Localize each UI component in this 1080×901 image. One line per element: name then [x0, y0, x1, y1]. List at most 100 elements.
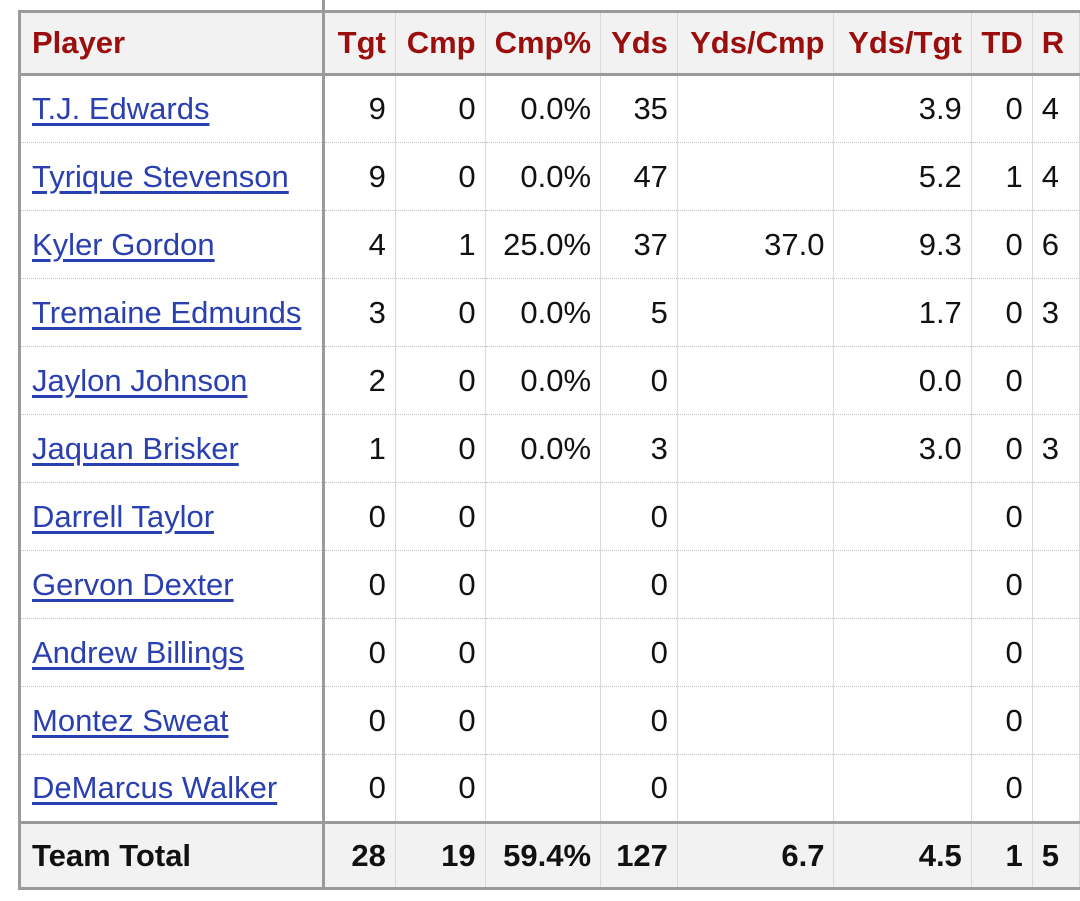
player-link[interactable]: Tremaine Edmunds [32, 294, 302, 330]
player-cell: Kyler Gordon [17, 210, 326, 279]
table-row: Andrew Billings 0 0 0 0 [17, 618, 1080, 687]
cell-tgt: 3 [323, 278, 396, 347]
player-cell: T.J. Edwards [17, 74, 326, 143]
cell-yds-tgt: 3.0 [833, 414, 972, 483]
cell-td: 1 [970, 142, 1033, 211]
cell-cmp-pct [484, 482, 602, 551]
table-row: Kyler Gordon 4 1 25.0% 37 37.0 9.3 0 6 [17, 210, 1080, 279]
cell-cmp: 1 [394, 210, 486, 279]
cell-cmp-pct: 0.0% [484, 346, 602, 415]
player-link[interactable]: Andrew Billings [32, 634, 244, 670]
cell-td: 0 [970, 550, 1033, 619]
column-header-yds[interactable]: Yds [600, 10, 678, 76]
cell-yds-cmp [676, 74, 835, 143]
cell-cmp: 0 [394, 74, 486, 143]
table-row: T.J. Edwards 9 0 0.0% 35 3.9 0 4 [17, 74, 1080, 143]
player-cell: Tremaine Edmunds [17, 278, 326, 347]
cell-td: 0 [970, 482, 1033, 551]
cell-yds-tgt [833, 550, 972, 619]
player-link[interactable]: Darrell Taylor [32, 498, 215, 534]
cell-tgt: 0 [323, 686, 396, 755]
cell-yds-tgt [833, 686, 972, 755]
player-link[interactable]: Jaylon Johnson [32, 362, 248, 398]
cell-yds: 37 [600, 210, 678, 279]
cell-extra [1031, 686, 1080, 755]
player-link[interactable]: Montez Sweat [32, 702, 229, 738]
player-cell: Jaylon Johnson [17, 346, 326, 415]
column-header-yds-tgt[interactable]: Yds/Tgt [833, 10, 972, 76]
cell-yds-tgt: 3.9 [833, 74, 972, 143]
column-header-td[interactable]: TD [970, 10, 1033, 76]
cell-yds-cmp [676, 550, 835, 619]
column-header-player[interactable]: Player [17, 10, 326, 76]
cell-cmp: 0 [394, 754, 486, 823]
player-cell: Darrell Taylor [17, 482, 326, 551]
player-link[interactable]: Gervon Dexter [32, 566, 234, 602]
cell-cmp: 0 [394, 686, 486, 755]
column-header-extra[interactable]: R [1031, 10, 1080, 76]
cell-yds-cmp [676, 482, 835, 551]
team-total-row: Team Total 28 19 59.4% 127 6.7 4.5 1 5 [17, 821, 1080, 890]
cell-tgt: 1 [323, 414, 396, 483]
total-yds-cmp: 6.7 [676, 821, 835, 890]
player-link[interactable]: DeMarcus Walker [32, 770, 278, 805]
cell-tgt: 2 [323, 346, 396, 415]
total-yds: 127 [600, 821, 678, 890]
cell-extra: 6 [1031, 210, 1080, 279]
table-row: Gervon Dexter 0 0 0 0 [17, 550, 1080, 619]
player-cell: Andrew Billings [17, 618, 326, 687]
cell-tgt: 0 [323, 754, 396, 823]
cell-td: 0 [970, 686, 1033, 755]
cell-cmp-pct [484, 550, 602, 619]
team-total-label: Team Total [17, 821, 326, 890]
player-cell: Gervon Dexter [17, 550, 326, 619]
cell-cmp-pct [484, 754, 602, 823]
cell-yds: 3 [600, 414, 678, 483]
cell-yds-tgt [833, 618, 972, 687]
cell-yds: 0 [600, 482, 678, 551]
cell-yds-cmp: 37.0 [676, 210, 835, 279]
cell-cmp: 0 [394, 278, 486, 347]
column-header-cmp[interactable]: Cmp [394, 10, 486, 76]
defense-targets-table: Player Tgt Cmp Cmp% Yds Yds/Cmp Yds/Tgt … [17, 10, 1080, 890]
table-row: Tremaine Edmunds 3 0 0.0% 5 1.7 0 3 [17, 278, 1080, 347]
player-link[interactable]: Jaquan Brisker [32, 430, 239, 466]
cell-yds: 0 [600, 550, 678, 619]
cell-yds-tgt [833, 482, 972, 551]
cell-extra: 3 [1031, 414, 1080, 483]
column-header-tgt[interactable]: Tgt [323, 10, 396, 76]
cell-extra: 3 [1031, 278, 1080, 347]
cell-yds: 0 [600, 754, 678, 823]
cell-yds: 5 [600, 278, 678, 347]
table-row: Darrell Taylor 0 0 0 0 [17, 482, 1080, 551]
player-link[interactable]: Tyrique Stevenson [32, 158, 289, 194]
column-header-cmp-pct[interactable]: Cmp% [484, 10, 602, 76]
cell-td: 0 [970, 346, 1033, 415]
cell-tgt: 9 [323, 142, 396, 211]
cell-cmp: 0 [394, 550, 486, 619]
player-link[interactable]: Kyler Gordon [32, 226, 215, 262]
cell-cmp-pct: 0.0% [484, 142, 602, 211]
total-yds-tgt: 4.5 [833, 821, 972, 890]
cell-tgt: 4 [323, 210, 396, 279]
cell-cmp-pct [484, 618, 602, 687]
cell-td: 0 [970, 278, 1033, 347]
cell-yds: 47 [600, 142, 678, 211]
cell-yds-cmp [676, 142, 835, 211]
player-cell: Jaquan Brisker [17, 414, 326, 483]
cell-cmp: 0 [394, 346, 486, 415]
table-row: Jaquan Brisker 1 0 0.0% 3 3.0 0 3 [17, 414, 1080, 483]
total-extra: 5 [1031, 821, 1080, 890]
cell-yds-tgt: 9.3 [833, 210, 972, 279]
column-header-yds-cmp[interactable]: Yds/Cmp [676, 10, 835, 76]
cell-td: 0 [970, 210, 1033, 279]
cell-tgt: 0 [323, 482, 396, 551]
player-link[interactable]: T.J. Edwards [32, 91, 210, 126]
player-cell: DeMarcus Walker [17, 754, 326, 823]
cell-extra [1031, 618, 1080, 687]
cell-cmp-pct: 0.0% [484, 414, 602, 483]
cell-td: 0 [970, 414, 1033, 483]
total-cmp: 19 [394, 821, 486, 890]
table-row: Montez Sweat 0 0 0 0 [17, 686, 1080, 755]
cell-yds-tgt: 1.7 [833, 278, 972, 347]
